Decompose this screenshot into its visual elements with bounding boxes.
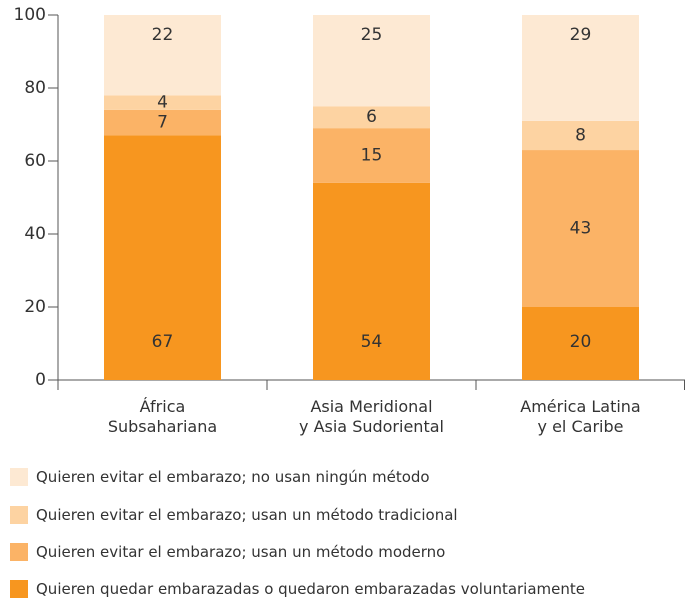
bar-segment bbox=[104, 109, 221, 136]
bar-segment bbox=[522, 120, 639, 151]
value-label: 8 bbox=[575, 125, 586, 145]
value-label: 7 bbox=[157, 113, 168, 133]
y-tick-label: 40 bbox=[24, 224, 46, 244]
legend-swatch bbox=[10, 506, 28, 524]
value-label: 29 bbox=[570, 25, 592, 45]
value-label: 25 bbox=[361, 25, 383, 45]
y-tick-label: 60 bbox=[24, 151, 46, 171]
bar-segment bbox=[522, 307, 639, 380]
legend-swatch bbox=[10, 543, 28, 561]
y-tick-label: 0 bbox=[35, 370, 46, 390]
value-label: 67 bbox=[152, 332, 174, 352]
bar-segment bbox=[313, 128, 430, 183]
y-tick-label: 80 bbox=[24, 78, 46, 98]
value-label: 43 bbox=[570, 219, 592, 239]
value-label: 15 bbox=[361, 146, 383, 166]
bar-segment bbox=[313, 182, 430, 380]
bar-segment bbox=[313, 106, 430, 129]
legend-swatch bbox=[10, 468, 28, 486]
y-tick-label: 20 bbox=[24, 297, 46, 317]
bar-segment bbox=[522, 150, 639, 307]
legend-item: Quieren evitar el embarazo; usan un méto… bbox=[10, 506, 458, 524]
legend-label: Quieren evitar el embarazo; usan un méto… bbox=[36, 506, 458, 524]
legend-item: Quieren evitar el embarazo; no usan ning… bbox=[10, 468, 430, 486]
bar-segment bbox=[522, 15, 639, 121]
legend-label: Quieren quedar embarazadas o quedaron em… bbox=[36, 580, 586, 598]
x-tick-label: América Latina y el Caribe bbox=[520, 397, 641, 436]
legend-label: Quieren evitar el embarazo; no usan ning… bbox=[36, 468, 430, 486]
value-label: 4 bbox=[157, 93, 168, 113]
bar-segment bbox=[313, 15, 430, 107]
legend-item: Quieren evitar el embarazo; usan un méto… bbox=[10, 543, 445, 561]
x-tick-label: Asia Meridional y Asia Sudoriental bbox=[299, 397, 444, 436]
value-label: 20 bbox=[570, 332, 592, 352]
legend-label: Quieren evitar el embarazo; usan un méto… bbox=[36, 543, 446, 561]
bar-segment bbox=[104, 95, 221, 110]
legend-swatch bbox=[10, 580, 28, 598]
y-tick-label: 100 bbox=[14, 5, 46, 25]
value-label: 22 bbox=[152, 25, 174, 45]
bar-segment bbox=[104, 15, 221, 96]
x-tick-label: África Subsahariana bbox=[107, 397, 218, 436]
bar-segment bbox=[104, 135, 221, 380]
value-label: 54 bbox=[361, 332, 383, 352]
legend-item: Quieren quedar embarazadas o quedaron em… bbox=[10, 580, 585, 598]
chart: 0 20 40 60 80 100 67 74 22 54 15 6 25 20 43 8 29 bbox=[14, 5, 685, 390]
value-label: 6 bbox=[366, 107, 377, 127]
